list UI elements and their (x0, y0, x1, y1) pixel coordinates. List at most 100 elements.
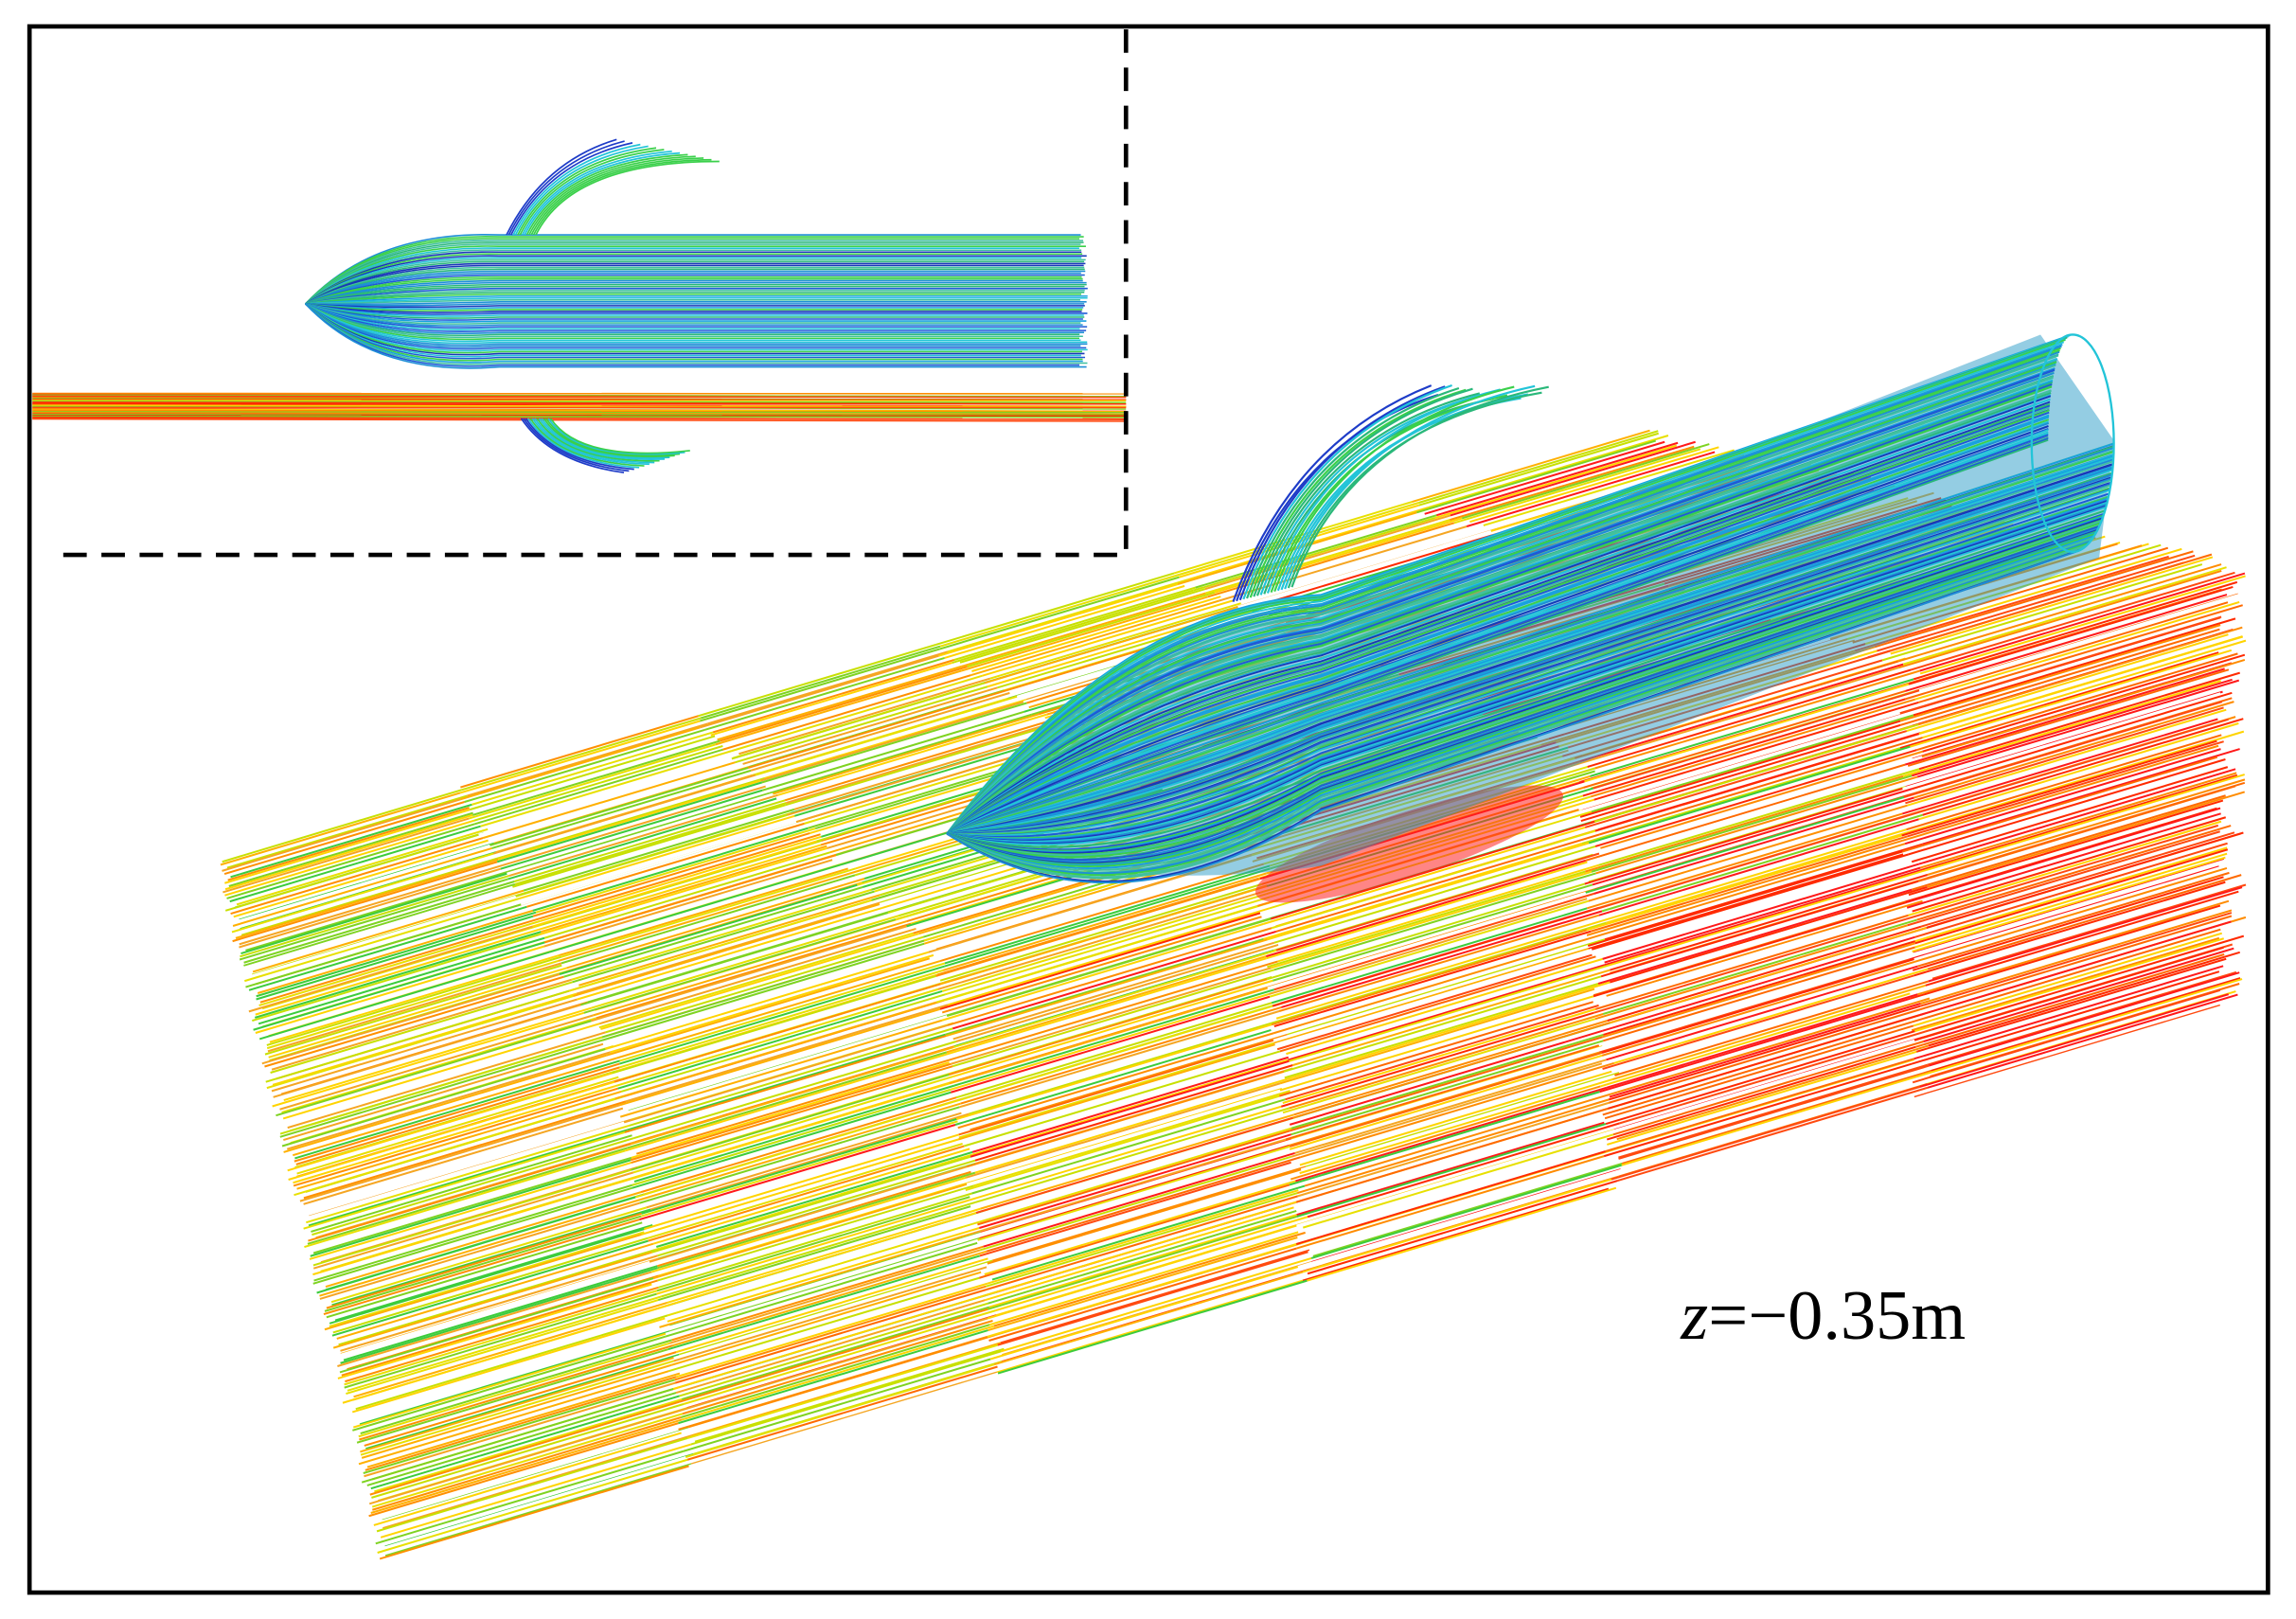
streamline (1290, 1062, 1603, 1158)
streamline (360, 1339, 672, 1435)
streamline (601, 939, 925, 1039)
streamline (271, 998, 578, 1093)
plane-edge-streamline (32, 418, 1127, 422)
streamline (355, 1314, 668, 1411)
streamline (380, 1443, 692, 1539)
streamline (379, 1465, 689, 1560)
streamline (1922, 718, 2244, 816)
streamline (469, 734, 712, 810)
streamline (639, 1124, 956, 1221)
streamline (1579, 663, 1904, 763)
streamline (1608, 1005, 1921, 1101)
streamline (1618, 1064, 1930, 1160)
streamline (988, 1214, 1297, 1308)
streamline (991, 1165, 1307, 1262)
streamline (672, 1294, 986, 1390)
streamline (614, 987, 938, 1088)
streamline (1917, 604, 2243, 703)
streamline (377, 1458, 688, 1554)
streamline (228, 811, 473, 887)
streamline (279, 1014, 594, 1111)
streamline (945, 937, 1264, 1036)
streamline (1307, 1122, 1620, 1219)
streamline (959, 1010, 1280, 1109)
streamline (1615, 1094, 1926, 1189)
streamline (356, 1348, 669, 1444)
streamline (962, 1048, 1278, 1145)
streamline (786, 721, 1059, 805)
fin-streamline (523, 418, 630, 472)
streamline (514, 802, 787, 885)
streamline (1918, 722, 2239, 821)
streamline (383, 1434, 692, 1530)
streamline (623, 1023, 949, 1124)
streamline (338, 1249, 656, 1346)
streamline (264, 964, 562, 1056)
streamline (769, 713, 1033, 794)
streamline (1595, 775, 1918, 875)
fin-streamline (541, 418, 670, 459)
streamline (473, 744, 723, 822)
plane-edge-streamline (32, 400, 1127, 403)
streamline (1911, 928, 2221, 1023)
streamline (668, 1249, 981, 1344)
streamline (312, 1178, 632, 1276)
streamline (957, 1032, 1274, 1130)
streamline (627, 1051, 948, 1149)
streamline (340, 1246, 657, 1343)
streamline (1266, 882, 1586, 981)
streamline (1609, 1003, 1921, 1098)
streamline (1914, 953, 2225, 1048)
streamline (1917, 785, 2236, 882)
streamline (1466, 451, 1716, 527)
streamline (970, 1033, 1289, 1131)
streamline (1586, 834, 1902, 932)
streamline (345, 1286, 659, 1383)
streamline (1299, 1070, 1612, 1166)
streamline (678, 1335, 988, 1431)
streamline (651, 1189, 967, 1286)
streamline (576, 901, 881, 995)
streamline (1275, 852, 1600, 952)
streamline (1911, 936, 2220, 1032)
streamline (1283, 975, 1602, 1073)
streamline (1925, 774, 2245, 871)
streamline (764, 699, 1027, 779)
streamline (259, 916, 542, 1004)
streamline (309, 1162, 632, 1260)
streamline (1908, 799, 2224, 897)
streamline (1618, 977, 1933, 1075)
streamline (1603, 1062, 1913, 1158)
streamline (690, 1371, 998, 1466)
streamline (1906, 734, 2222, 831)
streamline (965, 1094, 1280, 1192)
streamline (639, 1102, 962, 1201)
streamline (1595, 861, 1913, 958)
streamline (377, 1456, 686, 1551)
streamline (491, 769, 752, 849)
streamline (326, 1221, 643, 1319)
streamline (629, 1027, 953, 1127)
streamline (1300, 1061, 1614, 1159)
depth-value: =−0.35m (1708, 1277, 1966, 1355)
streamline (946, 447, 2114, 835)
streamline (1607, 869, 1927, 967)
streamline (312, 1186, 632, 1285)
streamline (1598, 910, 1913, 1006)
streamline (360, 1357, 674, 1453)
streamline (1907, 708, 2227, 807)
streamline (750, 691, 1010, 772)
streamline (337, 1283, 652, 1379)
streamline (619, 1007, 941, 1107)
streamline (352, 1335, 666, 1432)
fin-streamline (1287, 391, 1542, 589)
fin-streamline (507, 140, 625, 236)
streamline (1614, 980, 1930, 1076)
streamline (1911, 571, 2235, 671)
streamline (958, 1041, 1274, 1139)
streamline (579, 912, 889, 1006)
streamline (319, 1199, 641, 1297)
streamline (1605, 1039, 1915, 1134)
streamline (1902, 744, 2219, 842)
